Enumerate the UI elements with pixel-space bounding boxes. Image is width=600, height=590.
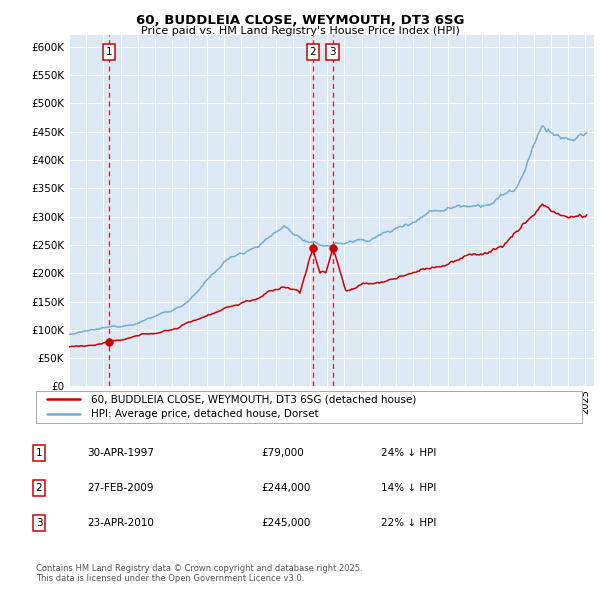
Text: 60, BUDDLEIA CLOSE, WEYMOUTH, DT3 6SG: 60, BUDDLEIA CLOSE, WEYMOUTH, DT3 6SG [136, 14, 464, 27]
Text: 1: 1 [106, 47, 112, 57]
Text: Price paid vs. HM Land Registry's House Price Index (HPI): Price paid vs. HM Land Registry's House … [140, 26, 460, 35]
Text: 1: 1 [35, 448, 43, 458]
Text: 27-FEB-2009: 27-FEB-2009 [87, 483, 154, 493]
Text: £245,000: £245,000 [261, 518, 310, 527]
Text: 24% ↓ HPI: 24% ↓ HPI [381, 448, 436, 458]
Text: £244,000: £244,000 [261, 483, 310, 493]
Text: £79,000: £79,000 [261, 448, 304, 458]
Text: 22% ↓ HPI: 22% ↓ HPI [381, 518, 436, 527]
Text: 3: 3 [35, 518, 43, 527]
Text: 2: 2 [310, 47, 316, 57]
Text: 3: 3 [329, 47, 336, 57]
Text: 2: 2 [35, 483, 43, 493]
Text: 23-APR-2010: 23-APR-2010 [87, 518, 154, 527]
Text: 30-APR-1997: 30-APR-1997 [87, 448, 154, 458]
Text: Contains HM Land Registry data © Crown copyright and database right 2025.
This d: Contains HM Land Registry data © Crown c… [36, 563, 362, 583]
Text: 14% ↓ HPI: 14% ↓ HPI [381, 483, 436, 493]
Text: HPI: Average price, detached house, Dorset: HPI: Average price, detached house, Dors… [91, 409, 318, 419]
Text: 60, BUDDLEIA CLOSE, WEYMOUTH, DT3 6SG (detached house): 60, BUDDLEIA CLOSE, WEYMOUTH, DT3 6SG (d… [91, 394, 416, 404]
